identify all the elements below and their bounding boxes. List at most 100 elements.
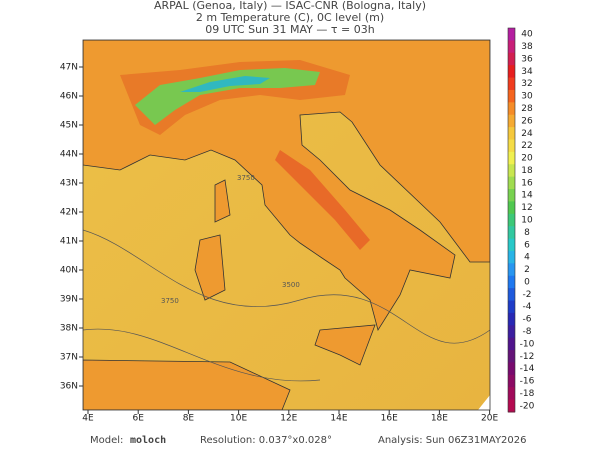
- colorbar-swatch: [508, 288, 515, 302]
- colorbar-label: 2: [524, 265, 530, 275]
- lat-label: 39N: [60, 295, 78, 305]
- colorbar-label: -12: [520, 352, 535, 362]
- colorbar-swatch: [508, 28, 515, 41]
- footer-resolution: Resolution: 0.037°x0.028°: [200, 435, 332, 446]
- colorbar-label: -14: [520, 364, 535, 374]
- map-field: 3750 3750 3500: [83, 40, 490, 410]
- footer-analysis: Analysis: Sun 06Z31MAY2026: [378, 435, 527, 446]
- colorbar-swatch: [508, 77, 515, 91]
- colorbar-swatch: [508, 238, 515, 252]
- lat-label: 41N: [60, 237, 78, 247]
- lat-label: 38N: [60, 324, 78, 334]
- apennines: [275, 150, 370, 250]
- colorbar-label: 40: [521, 30, 533, 40]
- colorbar-label: -2: [523, 290, 532, 300]
- colorbar-label: 36: [521, 54, 533, 64]
- lon-label: 12E: [280, 414, 297, 424]
- colorbar-label: 24: [521, 129, 533, 139]
- colorbar-swatch: [508, 263, 515, 277]
- lat-label: 47N: [60, 63, 78, 73]
- colorbar-swatch: [508, 139, 515, 153]
- colorbar-swatch: [508, 226, 515, 240]
- colorbar-label: -8: [523, 327, 532, 337]
- colorbar-swatch: [508, 362, 515, 376]
- colorbar-swatch: [508, 114, 515, 128]
- lon-label: 18E: [431, 414, 448, 424]
- alps-high: [135, 68, 320, 125]
- footer-model: moloch: [130, 435, 166, 446]
- colorbar-label: -20: [520, 401, 535, 411]
- colorbar-swatch: [508, 164, 515, 178]
- corsica: [214, 179, 231, 223]
- header-line: 09 UTC Sun 31 MAY — τ = 03h: [205, 23, 374, 36]
- colorbar-label: -16: [520, 377, 535, 387]
- lon-label: 14E: [330, 414, 347, 424]
- contour-label: 3750: [237, 174, 255, 182]
- colorbar-label: 26: [521, 116, 533, 126]
- africa: [83, 359, 291, 410]
- colorbar-swatch: [508, 350, 515, 363]
- colorbar-frame: [507, 27, 516, 413]
- colorbar-swatch: [508, 387, 515, 401]
- lon-label: 10E: [230, 414, 247, 424]
- colorbar-label: 18: [521, 166, 533, 176]
- footer-model-label: Model:: [90, 435, 123, 446]
- colorbar-swatch: [508, 201, 515, 215]
- colorbar-label: 32: [521, 79, 532, 89]
- colorbar-label: -6: [523, 315, 532, 325]
- colorbar-label: -10: [520, 339, 535, 349]
- colorbar-label: 0: [524, 277, 530, 287]
- colorbar-swatch: [508, 337, 515, 351]
- colorbar-swatch: [508, 300, 515, 314]
- colorbar-swatch: [508, 325, 515, 339]
- sardinia: [194, 234, 226, 301]
- colorbar-label: 22: [521, 141, 532, 151]
- header-line: 2 m Temperature (C), 0C level (m): [196, 11, 384, 24]
- lat-label: 37N: [60, 353, 78, 363]
- contour: [83, 229, 490, 344]
- colorbar-swatch: [508, 127, 515, 140]
- colorbar-label: 6: [524, 240, 530, 250]
- colorbar-swatch: [508, 275, 515, 289]
- colorbar-label: 10: [521, 216, 533, 226]
- lat-label: 36N: [60, 382, 78, 392]
- lon-label: 8E: [183, 414, 195, 424]
- colorbar-swatch: [508, 102, 515, 116]
- lat-label: 40N: [60, 266, 78, 276]
- colorbar-label: -4: [523, 302, 532, 312]
- colorbar-swatch: [508, 65, 515, 79]
- colorbar-label: 14: [521, 191, 533, 201]
- lat-label: 44N: [60, 150, 78, 160]
- contour-label: 3750: [161, 297, 179, 305]
- colorbar-label: 4: [524, 253, 530, 263]
- lon-label: 20E: [481, 414, 498, 424]
- colorbar-swatch: [508, 40, 515, 54]
- colorbar-swatch: [508, 151, 515, 165]
- map-frame: [82, 39, 491, 411]
- header-line: ARPAL (Genoa, Italy) — ISAC-CNR (Bologna…: [154, 0, 426, 12]
- lat-label: 45N: [60, 121, 78, 131]
- colorbar-swatch: [508, 399, 515, 413]
- colorbar-label: 28: [521, 104, 533, 114]
- colorbar-label: 30: [521, 92, 533, 102]
- contour-label: 3500: [282, 281, 300, 289]
- colorbar-label: 12: [521, 203, 532, 213]
- colorbar-swatch: [508, 374, 515, 388]
- colorbar-label: -18: [520, 389, 535, 399]
- colorbar-label: 16: [521, 178, 533, 188]
- lon-label: 16E: [381, 414, 398, 424]
- colorbar-label: 8: [524, 228, 530, 238]
- colorbar-label: 38: [521, 42, 533, 52]
- colorbar-swatch: [508, 250, 515, 264]
- lat-label: 46N: [60, 92, 78, 102]
- colorbar-swatch: [508, 213, 515, 227]
- colorbar-swatch: [508, 52, 515, 66]
- colorbar-swatch: [508, 189, 515, 202]
- sicily: [314, 324, 376, 366]
- lon-label: 4E: [82, 414, 94, 424]
- colorbar-swatch: [508, 312, 515, 326]
- colorbar-swatch: [508, 176, 515, 190]
- colorbar-label: 34: [521, 67, 533, 77]
